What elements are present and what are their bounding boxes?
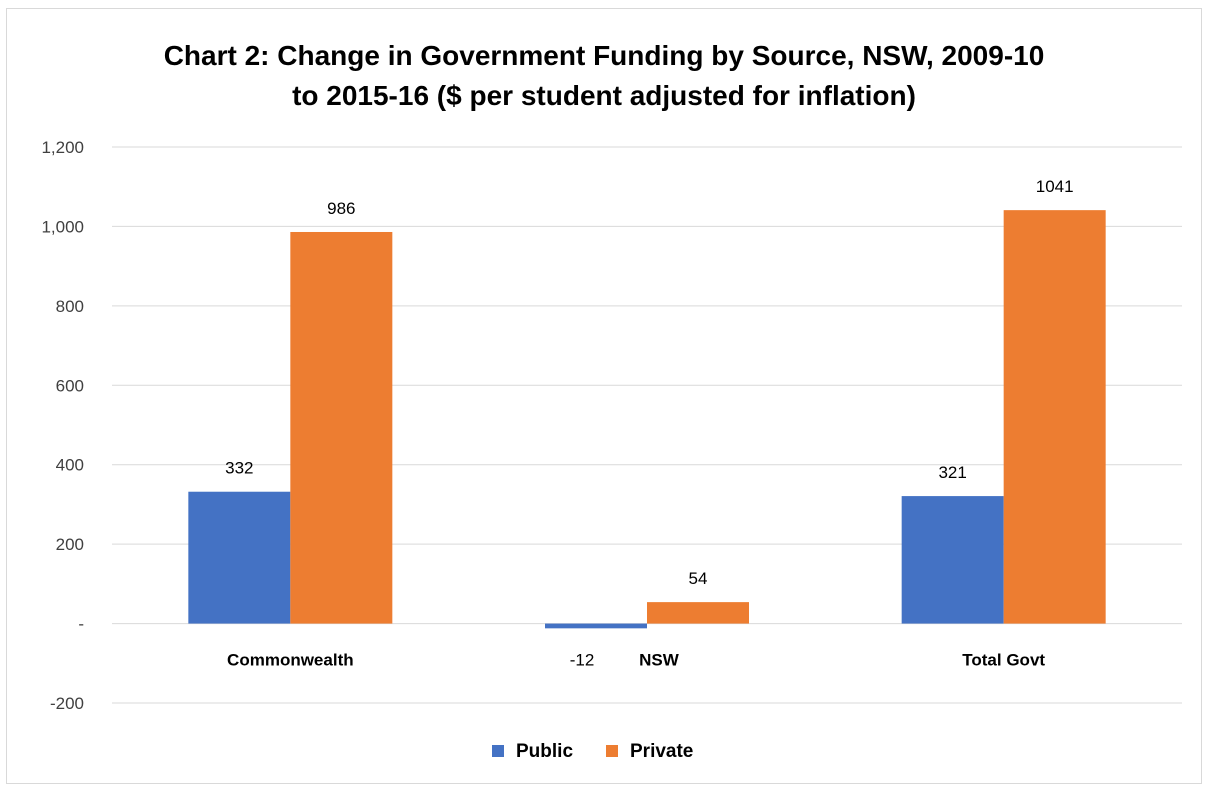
bar-private-commonwealth — [290, 231, 393, 624]
chart-title: Chart 2: Change in Government Funding by… — [6, 36, 1202, 116]
y-tick-label: - — [78, 615, 84, 634]
y-tick-label: 800 — [56, 297, 84, 316]
chart-title-line-2: to 2015-16 ($ per student adjusted for i… — [292, 80, 916, 111]
data-label: 986 — [327, 199, 355, 218]
legend: Public Private — [492, 741, 693, 762]
data-label: 1041 — [1036, 177, 1074, 196]
y-tick-label: 1,000 — [41, 217, 84, 236]
x-tick-label: Total Govt — [962, 651, 1045, 670]
x-axis-ticks: Commonwealth NSW Total Govt — [227, 651, 1045, 670]
bar-public-commonwealth — [188, 491, 291, 624]
legend-swatch-private — [606, 745, 618, 757]
chart-title-line-1: Chart 2: Change in Government Funding by… — [163, 40, 1045, 71]
bar-public-nsw — [545, 623, 647, 629]
chart-frame — [6, 8, 1202, 784]
y-tick-label: -200 — [50, 694, 84, 713]
y-tick-label: 400 — [56, 456, 84, 475]
bars — [188, 210, 1106, 629]
bar-private-nsw — [647, 602, 749, 624]
y-tick-label: 1,200 — [41, 138, 84, 157]
x-tick-label: Commonwealth — [227, 651, 354, 670]
bar-private-total-govt — [1003, 210, 1106, 624]
y-axis-ticks: 1,200 1,000 800 600 400 200 - -200 — [41, 138, 84, 713]
legend-label-private: Private — [630, 741, 693, 762]
y-tick-label: 200 — [56, 535, 84, 554]
bar-public-total-govt — [901, 496, 1004, 624]
data-label: 321 — [938, 463, 966, 482]
legend-swatch-public — [492, 745, 504, 757]
legend-label-public: Public — [516, 741, 573, 762]
data-label: 332 — [225, 459, 253, 478]
data-label: -12 — [570, 651, 595, 670]
data-label: 54 — [689, 569, 708, 588]
y-tick-label: 600 — [56, 376, 84, 395]
x-tick-label: NSW — [639, 651, 680, 670]
data-labels: 332 986 -12 54 321 1041 — [225, 177, 1073, 669]
